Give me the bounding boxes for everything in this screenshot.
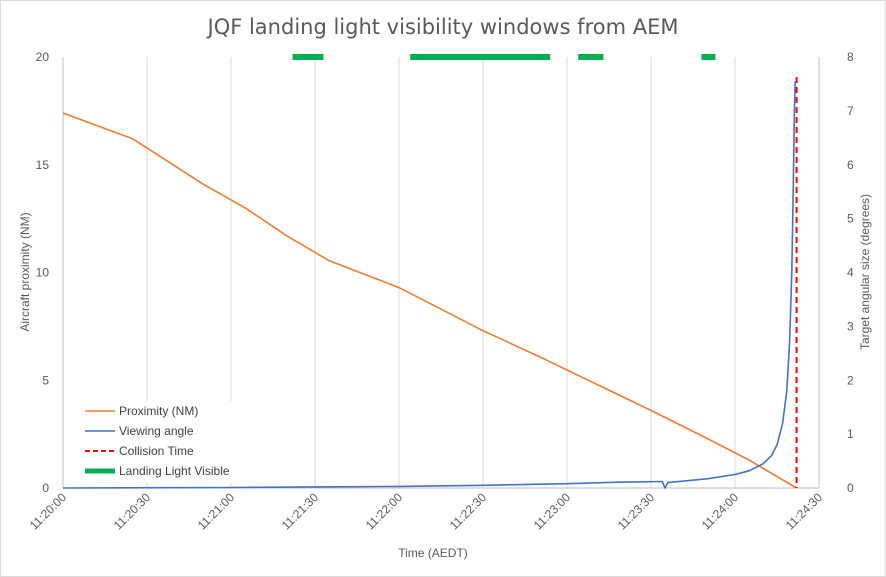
chart-title: JQF landing light visibility windows fro…: [206, 15, 679, 39]
x-tick-label: 11:22:00: [363, 490, 406, 533]
y-right-tick-label: 0: [847, 481, 854, 495]
y-left-tick-label: 0: [42, 481, 49, 495]
x-tick-label: 11:22:30: [447, 490, 490, 533]
x-axis-ticks: 11:20:00 11:20:30 11:21:00 11:21:30 11:22:00…: [27, 490, 826, 533]
y-right-tick-label: 8: [847, 50, 854, 64]
legend-item-label: Proximity (NM): [119, 404, 198, 418]
y-right-axis-ticks: 0 1 2 3 4 5 6 7 8: [847, 50, 854, 495]
y-right-tick-label: 2: [847, 373, 854, 387]
y-left-axis-label: Aircraft proximity (NM): [18, 212, 32, 331]
y-left-axis-ticks: 0 5 10 15 20: [36, 50, 50, 495]
viewing-angle-line: [62, 81, 796, 489]
x-tick-label: 11:23:30: [615, 490, 658, 533]
legend: Proximity (NM) Viewing angle Collision Tim…: [67, 401, 239, 483]
legend-item-label: Landing Light Visible: [119, 464, 230, 478]
y-left-tick-label: 10: [36, 266, 50, 280]
legend-item-label: Collision Time: [119, 444, 194, 458]
x-tick-label: 11:21:30: [279, 490, 322, 533]
x-axis-label: Time (AEDT): [398, 546, 468, 560]
y-right-tick-label: 7: [847, 104, 854, 118]
y-right-tick-label: 4: [847, 266, 854, 280]
y-left-tick-label: 20: [36, 50, 50, 64]
legend-item-label: Viewing angle: [119, 424, 194, 438]
y-left-tick-label: 15: [36, 158, 50, 172]
y-left-tick-label: 5: [42, 373, 49, 387]
x-tick-label: 11:20:30: [111, 490, 154, 533]
series-layer: [62, 54, 798, 489]
y-right-tick-label: 6: [847, 158, 854, 172]
proximity-nm-line: [62, 112, 798, 489]
x-tick-label: 11:20:00: [27, 490, 70, 533]
x-tick-label: 11:24:00: [699, 490, 742, 533]
y-right-tick-label: 5: [847, 212, 854, 226]
y-right-tick-label: 1: [847, 427, 854, 441]
grid: [146, 57, 820, 488]
y-right-tick-label: 3: [847, 319, 854, 333]
x-tick-label: 11:21:00: [195, 490, 238, 533]
x-tick-label: 11:23:00: [531, 490, 574, 533]
y-right-axis-label: Target angular size (degrees): [858, 194, 872, 350]
x-tick-label: 11:24:30: [783, 490, 826, 533]
